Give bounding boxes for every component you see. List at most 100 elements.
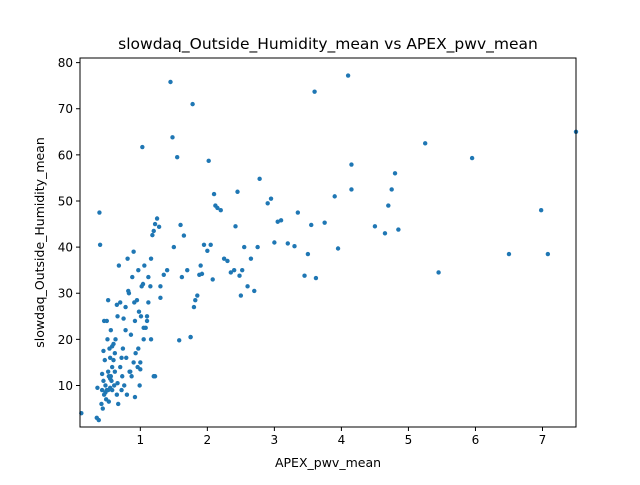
data-point: [174, 154, 180, 160]
data-point: [156, 224, 162, 230]
data-point: [168, 79, 173, 85]
data-point: [215, 205, 220, 211]
data-point: [161, 272, 166, 277]
x-axis-ticks: 1 2 3 4 5 6 7: [137, 427, 546, 447]
data-point: [112, 369, 118, 374]
data-point: [218, 208, 223, 213]
data-point: [228, 270, 234, 275]
data-point: [107, 376, 113, 381]
data-point: [191, 304, 197, 310]
data-point: [99, 401, 104, 407]
y-tick-label: 10: [58, 379, 73, 393]
data-point: [119, 355, 124, 361]
data-point: [105, 387, 111, 393]
data-point: [248, 256, 254, 261]
data-point: [332, 194, 337, 199]
data-point: [312, 89, 317, 94]
data-point: [101, 378, 106, 384]
data-point: [118, 300, 123, 305]
data-point: [313, 275, 319, 281]
data-point: [185, 267, 190, 273]
x-tick-label: 6: [472, 433, 480, 447]
data-point: [131, 249, 136, 254]
data-point: [152, 221, 158, 227]
data-point: [188, 334, 193, 340]
data-point: [120, 346, 126, 351]
y-tick-label: 40: [58, 241, 73, 255]
data-point: [146, 274, 151, 280]
data-point: [349, 187, 354, 192]
data-point: [130, 274, 135, 280]
data-point: [190, 101, 195, 107]
data-point: [211, 191, 217, 197]
data-point: [97, 210, 102, 215]
data-point: [116, 263, 122, 268]
data-point: [178, 222, 183, 228]
data-point: [114, 392, 120, 397]
data-point: [124, 392, 130, 397]
data-point: [107, 355, 113, 361]
data-point: [136, 346, 141, 351]
data-point: [199, 271, 205, 277]
data-point: [252, 288, 257, 294]
data-point: [198, 263, 203, 268]
data-point: [144, 314, 150, 319]
data-point: [422, 141, 428, 146]
data-point: [95, 385, 100, 390]
data-point: [138, 314, 144, 319]
data-point: [128, 332, 134, 337]
data-point: [99, 387, 105, 393]
data-point: [137, 383, 142, 388]
data-point: [125, 256, 130, 261]
data-point: [134, 297, 140, 303]
data-point: [151, 374, 156, 379]
x-tick-label: 3: [271, 433, 279, 447]
y-tick-label: 70: [58, 102, 73, 116]
data-point: [123, 304, 128, 310]
data-point: [386, 203, 391, 208]
data-point: [140, 281, 146, 287]
data-point: [114, 302, 120, 307]
data-point: [372, 224, 378, 229]
data-point: [170, 135, 175, 140]
data-point: [146, 300, 151, 305]
data-point: [389, 187, 394, 192]
y-tick-label: 20: [58, 333, 73, 347]
data-point: [231, 267, 237, 273]
data-point: [151, 228, 156, 234]
data-point: [132, 318, 138, 324]
data-point: [138, 367, 143, 372]
data-point: [132, 394, 138, 400]
data-point: [111, 357, 116, 363]
data-point: [128, 369, 133, 374]
data-point: [124, 355, 129, 361]
data-point: [148, 337, 154, 342]
data-point: [292, 243, 297, 249]
data-point: [120, 374, 125, 379]
data-point: [285, 241, 290, 246]
data-point: [208, 242, 213, 248]
data-point: [133, 351, 138, 356]
data-point: [141, 337, 146, 342]
data-point: [349, 162, 354, 167]
data-point: [105, 297, 111, 303]
data-point: [164, 267, 170, 273]
data-point: [123, 327, 128, 333]
data-point: [158, 284, 163, 289]
data-point: [322, 220, 327, 225]
data-point: [106, 399, 112, 404]
data-point: [144, 318, 150, 324]
data-point: [136, 309, 142, 314]
data-point: [245, 284, 250, 289]
data-point: [237, 273, 242, 278]
data-point: [392, 171, 398, 176]
data-point: [141, 325, 146, 331]
data-point: [121, 316, 126, 321]
data-point: [538, 208, 544, 213]
data-point: [105, 337, 110, 342]
data-point: [138, 360, 143, 365]
y-tick-label: 50: [58, 194, 73, 208]
chart-title: slowdaq_Outside_Humidity_mean vs APEX_pw…: [118, 35, 538, 54]
y-tick-label: 80: [58, 56, 73, 70]
